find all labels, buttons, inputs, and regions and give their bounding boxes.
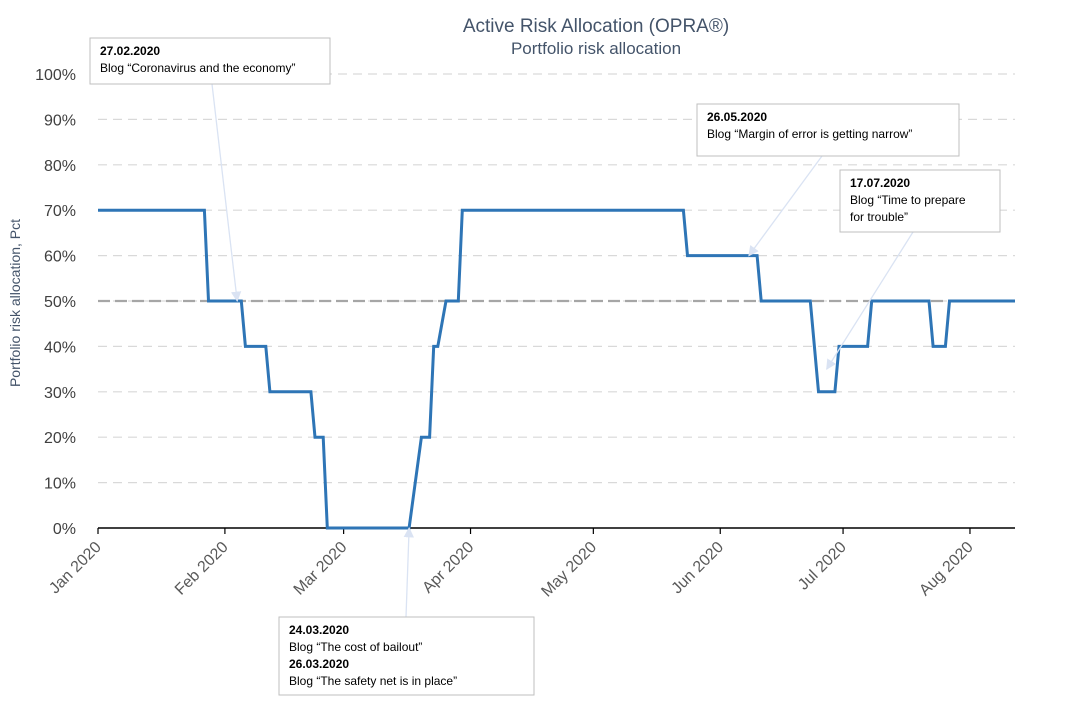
annotation-date: 17.07.2020 xyxy=(850,176,910,190)
y-tick-label: 50% xyxy=(44,294,76,311)
y-tick-label: 80% xyxy=(44,158,76,175)
x-tick-label: Mar 2020 xyxy=(291,539,351,599)
y-tick-label: 90% xyxy=(44,112,76,129)
annotation-box xyxy=(89,37,331,85)
x-tick-label: Jun 2020 xyxy=(668,539,727,598)
chart-title: Active Risk Allocation (OPRA®) xyxy=(463,16,729,37)
y-tick-label: 70% xyxy=(44,203,76,220)
annotation-text: Blog “Margin of error is getting narrow” xyxy=(707,127,912,141)
y-tick-label: 100% xyxy=(35,67,76,84)
annotation-feb: 27.02.2020 Blog “Coronavirus and the econ… xyxy=(89,37,331,303)
annotation-date: 26.05.2020 xyxy=(707,110,767,124)
x-tick-label: Jul 2020 xyxy=(795,539,850,594)
series-line xyxy=(98,208,1015,530)
chart-subtitle: Portfolio risk allocation xyxy=(511,39,681,58)
x-tick-label: May 2020 xyxy=(538,539,600,601)
annotation-box xyxy=(696,103,960,157)
annotation-text: Blog “The cost of bailout” xyxy=(289,640,422,654)
y-tick-label: 20% xyxy=(44,430,76,447)
series-layer xyxy=(98,208,1015,530)
annotation-box xyxy=(278,616,535,696)
y-tick-label: 0% xyxy=(53,521,76,538)
x-tick-label: Aug 2020 xyxy=(916,539,977,600)
annotation-mar: 24.03.2020 Blog “The cost of bailout” 26.0… xyxy=(278,526,535,696)
y-tick-label: 30% xyxy=(44,385,76,402)
annotation-jul: 17.07.2020 Blog “Time to prepare for troub… xyxy=(826,169,1001,370)
annotation-arrow xyxy=(403,526,414,618)
x-axis: Jan 2020 Feb 2020 Mar 2020 Apr 2020 May 2020… xyxy=(46,527,1015,601)
y-tick-label: 10% xyxy=(44,476,76,493)
annotation-text: for trouble” xyxy=(850,210,908,224)
annotation-may: 26.05.2020 Blog “Margin of error is getti… xyxy=(696,103,960,257)
annotation-arrow xyxy=(826,231,914,370)
y-axis-ticks: 0% 10% 20% 30% 40% 50% 60% 70% 80% 90% 100% xyxy=(35,67,76,538)
annotation-text: Blog “Time to prepare xyxy=(850,193,966,207)
x-tick-label: Feb 2020 xyxy=(172,539,232,599)
y-tick-label: 60% xyxy=(44,249,76,266)
annotation-date: 27.02.2020 xyxy=(100,44,160,58)
y-tick-label: 40% xyxy=(44,339,76,356)
annotation-arrow xyxy=(211,83,242,303)
annotation-arrow xyxy=(748,155,823,257)
y-axis-label: Portfolio risk allocation, Pct xyxy=(7,219,23,387)
x-tick-label: Jan 2020 xyxy=(46,539,105,598)
annotation-text: Blog “The safety net is in place” xyxy=(289,674,457,688)
x-tick-label: Apr 2020 xyxy=(419,539,477,597)
annotations: 27.02.2020 Blog “Coronavirus and the econ… xyxy=(89,37,1001,696)
annotation-text: Blog “Coronavirus and the economy” xyxy=(100,61,295,75)
annotation-date: 26.03.2020 xyxy=(289,657,349,671)
annotation-date: 24.03.2020 xyxy=(289,623,349,637)
annotation-box xyxy=(839,169,1001,233)
